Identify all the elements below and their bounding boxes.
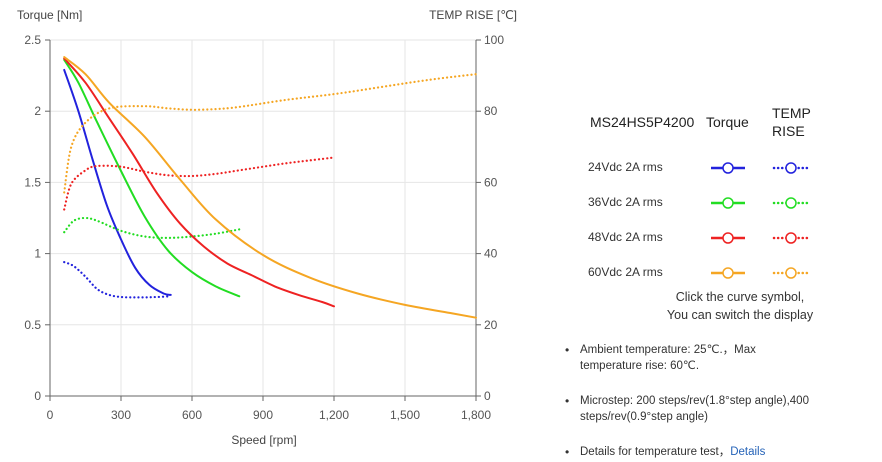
y-tick-label: 0: [34, 389, 41, 403]
note-temperature-test-text: Details for temperature test，: [580, 446, 731, 458]
legend-temp-symbol[interactable]: [771, 263, 811, 283]
y-tick-label: 0.5: [24, 318, 41, 332]
details-link[interactable]: Details: [730, 446, 766, 458]
note-temperature-test: Details for temperature test，Details: [562, 444, 860, 460]
legend-temp-symbol[interactable]: [771, 193, 811, 213]
speed-torque-chart: 0 0.5 1 1.5 2 2.5 0 300 600 900 1,200 1,500 1,800 0 20…: [17, 8, 517, 447]
note-microstep: Microstep: 200 steps/rev(1.8°step angle)…: [562, 393, 820, 425]
legend-model-title: MS24HS5P4200: [590, 114, 695, 130]
switch-display-hint: Click the curve symbol, You can switch t…: [655, 288, 825, 324]
y-tick-label: 1.5: [24, 175, 41, 189]
grid-lines: [50, 39, 477, 396]
legend-row: 48Vdc 2A rms: [588, 228, 828, 248]
x-tick-label: 0: [47, 408, 54, 422]
series-group: [63, 56, 478, 319]
legend-torque-symbol[interactable]: [708, 263, 748, 283]
legend-torque-symbol[interactable]: [708, 158, 748, 178]
legend-row: 24Vdc 2A rms: [588, 158, 828, 178]
legend-temp-symbol[interactable]: [771, 228, 811, 248]
torque-line-6: [63, 56, 477, 319]
y2-tick-label: 40: [484, 247, 498, 261]
legend-torque-header: Torque: [706, 114, 749, 130]
temp-rise-line-7: [63, 73, 478, 194]
x-tick-label: 600: [182, 408, 202, 422]
x-tick-label: 900: [253, 408, 273, 422]
axes: 0 0.5 1 1.5 2 2.5 0 300 600 900 1,200 1,500 1,800 0 20…: [24, 33, 504, 422]
y-tick-label: 1: [34, 247, 41, 261]
y-axis-label: Torque [Nm]: [17, 8, 82, 22]
y2-tick-label: 80: [484, 104, 498, 118]
x-axis-label: Speed [rpm]: [231, 433, 296, 447]
y-tick-label: 2.5: [24, 33, 41, 47]
legend-torque-symbol[interactable]: [708, 193, 748, 213]
torque-line-0: [63, 68, 172, 296]
legend-temp-header-line1: TEMP: [772, 105, 811, 121]
x-tick-label: 1,200: [319, 408, 349, 422]
legend-torque-symbol[interactable]: [708, 228, 748, 248]
x-tick-label: 300: [111, 408, 131, 422]
torque-line-2: [63, 58, 241, 298]
x-tick-label: 1,800: [461, 408, 491, 422]
legend-row: 36Vdc 2A rms: [588, 193, 828, 213]
legend-row-label: 24Vdc 2A rms: [588, 160, 663, 174]
legend-row: 60Vdc 2A rms: [588, 263, 828, 283]
legend-temp-symbol[interactable]: [771, 158, 811, 178]
y2-axis-label: TEMP RISE [℃]: [429, 8, 517, 22]
legend-temp-header-line2: RISE: [772, 123, 805, 139]
legend-row-label: 36Vdc 2A rms: [588, 195, 663, 209]
torque-line-4: [63, 57, 335, 308]
legend-row-label: 48Vdc 2A rms: [588, 230, 663, 244]
y2-tick-label: 20: [484, 318, 498, 332]
y2-tick-label: 60: [484, 175, 498, 189]
y-tick-label: 2: [34, 104, 41, 118]
y2-tick-label: 0: [484, 389, 491, 403]
y2-tick-label: 100: [484, 33, 504, 47]
x-tick-label: 1,500: [390, 408, 420, 422]
legend-row-label: 60Vdc 2A rms: [588, 265, 663, 279]
temp-rise-line-5: [63, 156, 336, 211]
hint-line-2: You can switch the display: [666, 308, 814, 322]
temp-rise-line-3: [63, 216, 241, 239]
temp-rise-line-1: [63, 261, 172, 299]
hint-line-1: Click the curve symbol,: [675, 290, 805, 304]
note-ambient-temperature: Ambient temperature: 25℃.，Max temperatur…: [562, 342, 820, 374]
